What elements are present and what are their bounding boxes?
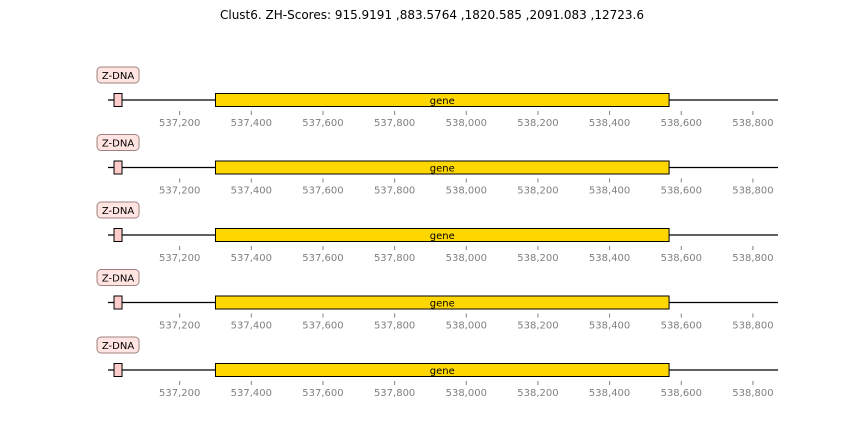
x-tick-label: 538,600 [661, 388, 702, 399]
x-tick-label: 537,600 [302, 253, 343, 264]
gene-feature [214, 295, 670, 310]
x-tick-label: 538,800 [732, 118, 773, 129]
x-tick-label: 537,400 [231, 253, 272, 264]
gene-label: gene [430, 164, 455, 175]
x-tick-label: 538,000 [446, 321, 487, 332]
x-tick-label: 538,400 [589, 118, 630, 129]
x-tick-label: 537,200 [159, 118, 200, 129]
x-tick-label: 538,600 [661, 253, 702, 264]
x-tick-label: 538,000 [446, 388, 487, 399]
gene-feature [214, 228, 670, 242]
x-tick-label: 537,400 [231, 321, 272, 332]
zdna-feature [113, 363, 123, 377]
x-tick-label: 537,400 [231, 186, 272, 197]
zdna-feature [113, 295, 123, 310]
gene-feature [214, 363, 670, 377]
x-tick-label: 537,800 [374, 321, 415, 332]
x-tick-label: 537,800 [374, 118, 415, 129]
chart-title: Clust6. ZH-Scores: 915.9191 ,883.5764 ,1… [219, 8, 644, 22]
x-tick-label: 537,800 [374, 388, 415, 399]
x-tick-label: 538,600 [661, 321, 702, 332]
gene-label: gene [430, 366, 455, 377]
x-tick-label: 538,200 [517, 186, 558, 197]
x-tick-label: 538,800 [732, 321, 773, 332]
zdna-feature [113, 160, 123, 175]
x-tick-label: 537,800 [374, 186, 415, 197]
x-tick-label: 538,800 [732, 388, 773, 399]
x-tick-label: 537,600 [302, 388, 343, 399]
x-tick-label: 538,400 [589, 253, 630, 264]
x-tick-label: 538,200 [517, 321, 558, 332]
zdna-label: Z-DNA [102, 71, 134, 82]
x-tick-label: 538,000 [446, 253, 487, 264]
x-tick-label: 537,400 [231, 388, 272, 399]
zdna-feature [113, 228, 123, 242]
gene-label: gene [430, 299, 455, 310]
x-tick-label: 538,400 [589, 388, 630, 399]
x-tick-label: 538,400 [589, 321, 630, 332]
x-tick-label: 538,000 [446, 186, 487, 197]
x-tick-label: 538,200 [517, 253, 558, 264]
gene-label: gene [430, 231, 455, 242]
x-tick-label: 537,200 [159, 186, 200, 197]
zdna-feature [113, 93, 123, 107]
x-tick-label: 538,800 [732, 253, 773, 264]
zdna-label: Z-DNA [102, 341, 134, 352]
zdna-label-box [96, 134, 140, 151]
gene-feature [214, 93, 670, 107]
x-tick-label: 538,600 [661, 118, 702, 129]
gene-feature [214, 160, 670, 175]
zdna-label-box [96, 66, 140, 84]
x-tick-label: 538,000 [446, 118, 487, 129]
x-tick-label: 537,600 [302, 118, 343, 129]
zdna-label-box [96, 336, 140, 354]
zdna-label: Z-DNA [102, 274, 134, 285]
x-tick-label: 537,800 [374, 253, 415, 264]
x-tick-label: 537,200 [159, 253, 200, 264]
zdna-label-box [96, 269, 140, 286]
x-tick-label: 538,600 [661, 186, 702, 197]
x-tick-label: 537,200 [159, 321, 200, 332]
zdna-label: Z-DNA [102, 139, 134, 150]
x-tick-label: 538,800 [732, 186, 773, 197]
x-tick-label: 538,200 [517, 118, 558, 129]
x-tick-label: 537,600 [302, 186, 343, 197]
x-tick-label: 538,200 [517, 388, 558, 399]
x-tick-label: 537,600 [302, 321, 343, 332]
gene-label: gene [430, 96, 455, 107]
zdna-label-box [96, 201, 140, 219]
zdna-label: Z-DNA [102, 206, 134, 217]
x-tick-label: 537,200 [159, 388, 200, 399]
x-tick-label: 537,400 [231, 118, 272, 129]
x-tick-label: 538,400 [589, 186, 630, 197]
